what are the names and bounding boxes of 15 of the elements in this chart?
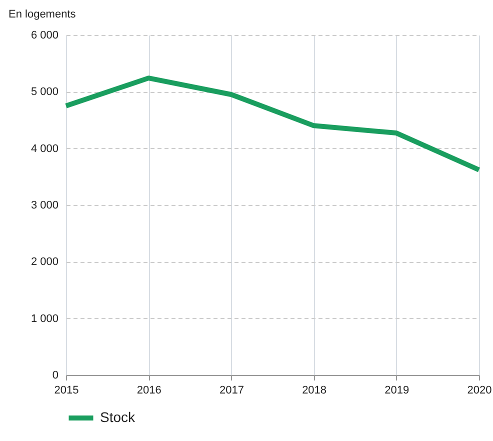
- x-tick-label: 2020: [467, 384, 492, 396]
- x-tick-label: 2016: [136, 384, 162, 396]
- y-axis-title: En logements: [8, 8, 76, 20]
- x-tick-label: 2015: [54, 384, 79, 396]
- y-tick-label: 0: [52, 370, 58, 382]
- y-tick-label: 4 000: [30, 142, 58, 155]
- y-tick-label: 1 000: [30, 312, 58, 325]
- y-tick-label: 6 000: [30, 30, 58, 42]
- x-tick-label: 2019: [384, 384, 410, 396]
- legend-label: Stock: [100, 409, 136, 425]
- y-tick-label: 5 000: [30, 86, 58, 98]
- y-tick-label: 3 000: [30, 200, 58, 212]
- y-tick-label: 2 000: [30, 256, 58, 268]
- x-tick-label: 2017: [219, 384, 244, 396]
- x-tick-label: 2018: [302, 384, 327, 396]
